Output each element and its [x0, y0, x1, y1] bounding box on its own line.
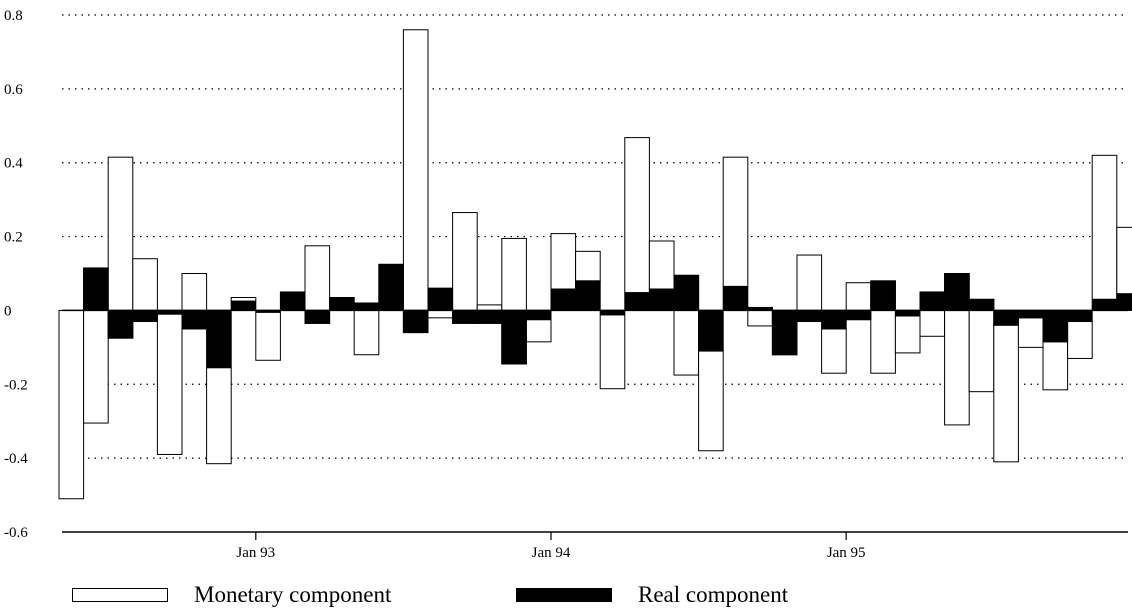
bar-real: [83, 267, 109, 311]
gridlines: [62, 14, 1128, 459]
bar-monetary: [1067, 321, 1093, 359]
bar-real: [525, 309, 552, 321]
bar-monetary: [230, 297, 257, 302]
bar-monetary: [1017, 317, 1044, 348]
bar-monetary: [1042, 341, 1069, 391]
bar-real: [722, 285, 749, 311]
bar-monetary: [1091, 154, 1118, 300]
bar-real: [673, 274, 700, 311]
bar-real: [575, 280, 601, 311]
bar-monetary: [894, 315, 921, 354]
bar-real: [476, 309, 503, 324]
bar-monetary: [722, 156, 749, 287]
y-tick-label: 0.2: [4, 230, 23, 246]
legend-swatch-monetary: [72, 588, 168, 602]
bar-real: [1091, 298, 1118, 311]
y-tick-label: 0: [4, 303, 12, 319]
bar-monetary: [648, 240, 675, 290]
bar-real: [894, 309, 921, 317]
bar-real: [944, 273, 970, 311]
bar-real: [304, 309, 331, 324]
x-tick-label: Jan 94: [532, 545, 571, 561]
legend-label-real: Real component: [638, 582, 789, 607]
bar-monetary: [698, 350, 724, 452]
bar-monetary: [255, 311, 281, 361]
bar-real: [230, 300, 257, 311]
y-tick-label: -0.4: [4, 451, 28, 467]
bar-real: [353, 302, 380, 311]
bar-real: [993, 309, 1019, 326]
bar-real: [1017, 309, 1044, 319]
bar-real: [1116, 293, 1132, 311]
y-tick-label: 0.6: [4, 82, 23, 98]
bar-monetary: [206, 367, 232, 465]
bar-monetary: [1116, 226, 1132, 295]
axes: [62, 309, 1128, 540]
bar-monetary: [993, 324, 1019, 463]
bar-real: [501, 309, 527, 365]
legend-item-real: Real component: [516, 582, 788, 608]
bar-real: [845, 309, 872, 321]
chart: 0.8 0.6 0.4 0.2 0 -0.2 -0.4 -0.6 Jan 93 Jan 94 Jan…: [4, 8, 1132, 561]
bar-real: [279, 291, 306, 311]
bar-real: [821, 309, 847, 330]
legend: Monetary component Real component: [0, 582, 1132, 612]
bar-monetary: [525, 319, 552, 343]
bar-monetary: [624, 137, 650, 294]
bar-monetary: [156, 313, 183, 455]
bar-real: [1067, 309, 1093, 323]
bar-real: [550, 288, 577, 311]
legend-label-monetary: Monetary component: [194, 582, 392, 607]
bar-monetary: [821, 328, 847, 374]
bar-monetary: [968, 298, 995, 393]
y-tick-label: -0.2: [4, 377, 28, 393]
bar-real: [329, 297, 355, 311]
bar-real: [181, 309, 208, 330]
bar-real: [402, 309, 429, 334]
x-tick-label: Jan 93: [236, 545, 275, 561]
bar-real: [378, 263, 404, 311]
bar-real: [648, 288, 675, 311]
bar-monetary: [550, 233, 577, 290]
bar-real: [771, 309, 798, 356]
bar-real: [968, 298, 995, 311]
legend-item-monetary: Monetary component: [72, 582, 391, 608]
legend-swatch-real: [516, 588, 612, 602]
bar-monetary: [452, 212, 478, 324]
bar-monetary: [353, 302, 380, 356]
bar-monetary: [402, 29, 429, 334]
bar-real: [698, 309, 724, 352]
bar-real: [427, 287, 454, 311]
monetary-series: [58, 29, 1132, 500]
y-tick-label: 0.8: [4, 8, 23, 24]
bar-real: [1042, 309, 1069, 343]
bar-real: [919, 291, 946, 311]
bar-monetary: [58, 309, 85, 500]
y-tick-label: 0.4: [4, 156, 23, 172]
bar-monetary: [575, 250, 601, 282]
bar-real: [206, 309, 232, 369]
tick-labels: 0.8 0.6 0.4 0.2 0 -0.2 -0.4 -0.6 Jan 93 Jan 94 Jan…: [4, 8, 866, 561]
bar-real: [624, 292, 650, 311]
bar-monetary: [599, 314, 626, 390]
bar-real: [107, 309, 134, 339]
bar-real: [452, 309, 478, 324]
y-tick-label: -0.6: [4, 525, 28, 541]
bar-real: [870, 280, 896, 311]
x-tick-label: Jan 95: [827, 545, 866, 561]
bar-real: [132, 309, 158, 323]
bar-monetary: [107, 156, 134, 339]
bar-real: [796, 309, 823, 323]
